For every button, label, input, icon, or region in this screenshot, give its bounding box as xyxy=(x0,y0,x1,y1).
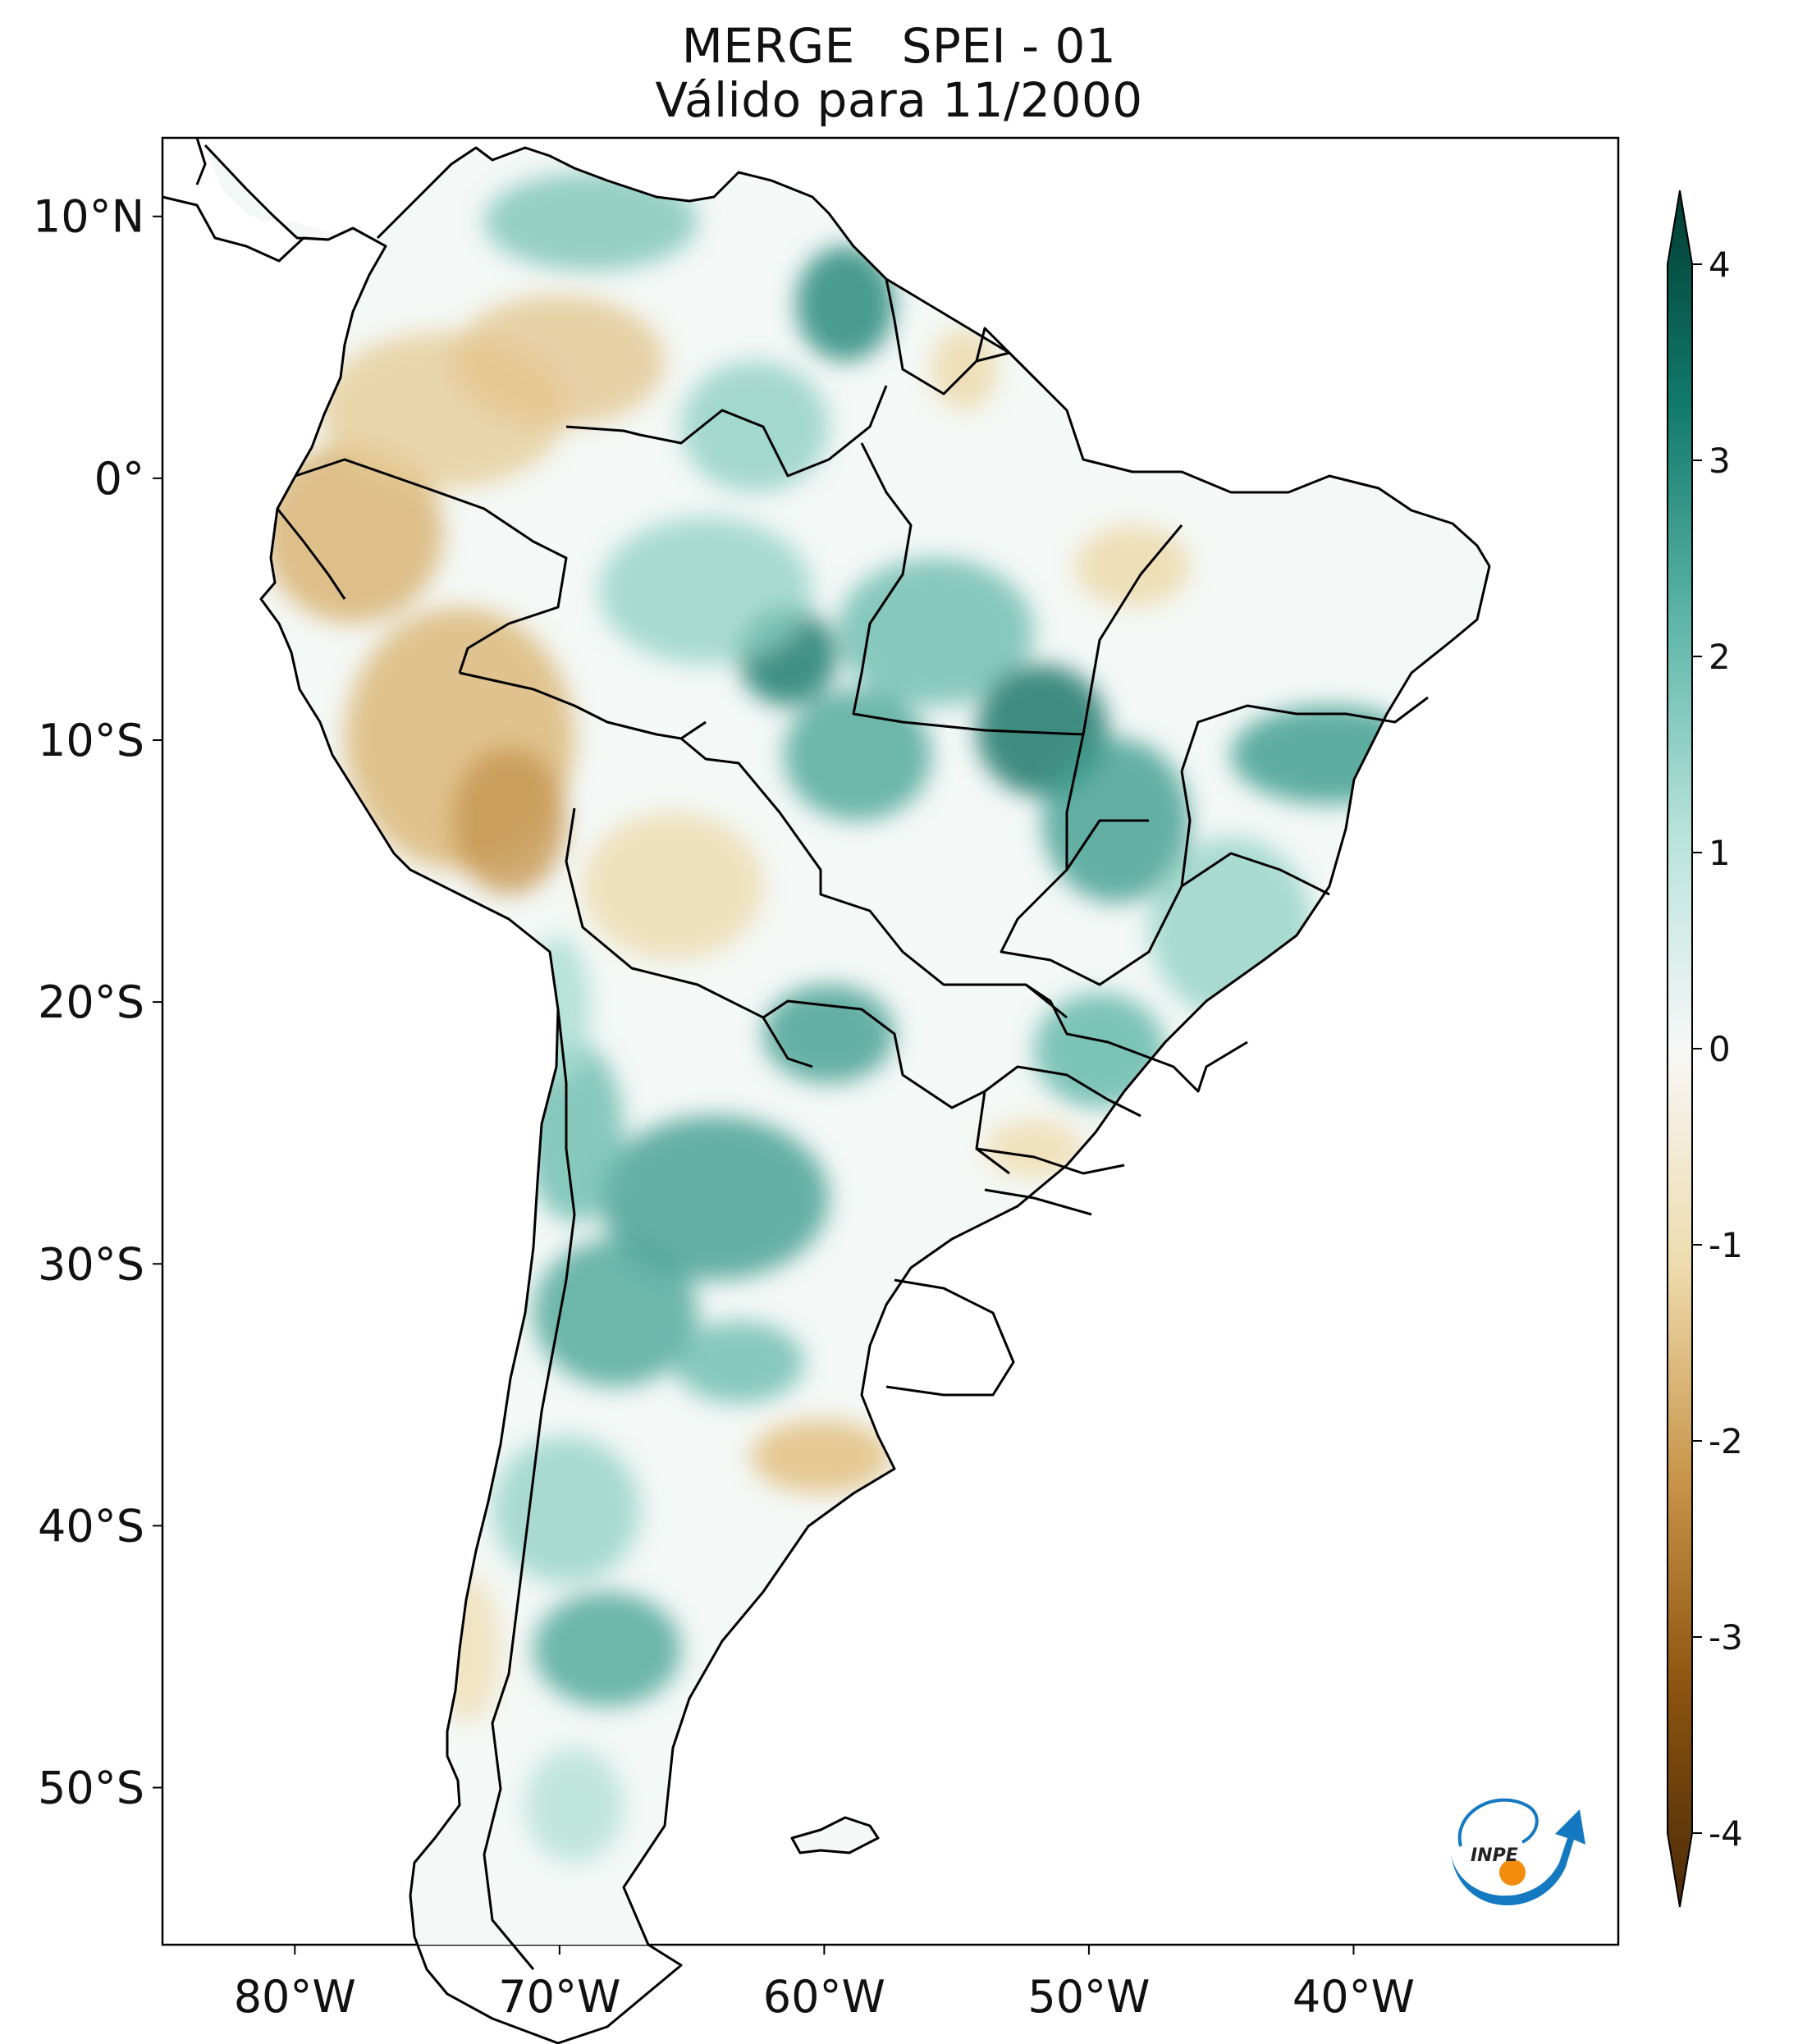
colorbar-tick-label: -4 xyxy=(1709,1813,1743,1854)
lon-axis: 80°W 70°W 60°W 50°W 40°W xyxy=(234,1945,1415,2023)
colorbar-gradient xyxy=(1667,190,1693,1908)
wet-patch xyxy=(533,1592,681,1707)
dry-patch xyxy=(263,443,443,624)
lon-tick-label: 60°W xyxy=(763,1971,885,2023)
dry-patch xyxy=(583,812,763,960)
wet-patch xyxy=(784,689,931,821)
lat-tick-label: 10°N xyxy=(33,191,144,243)
logo-orbit-icon xyxy=(1457,1798,1539,1847)
colorbar: 4 3 2 1 0 -1 -2 -3 -4 xyxy=(1667,190,1743,1908)
guyanas-border xyxy=(885,278,1044,396)
colorbar-tick-label: 1 xyxy=(1709,833,1731,873)
lat-tick-label: 40°S xyxy=(38,1500,144,1552)
brazil-state-borders xyxy=(852,442,1429,1216)
boundaries xyxy=(162,137,1491,2044)
lon-tick-label: 50°W xyxy=(1027,1971,1150,2023)
wet-patch xyxy=(492,1436,640,1584)
wet-patch xyxy=(837,558,1034,706)
lon-tick-label: 70°W xyxy=(498,1971,620,2023)
lat-tick-label: 30°S xyxy=(38,1238,144,1290)
paraguay-border xyxy=(762,999,1010,1175)
lon-tick-label: 80°W xyxy=(234,1971,356,2023)
lat-tick-label: 0° xyxy=(94,453,144,505)
colombia-peru-border xyxy=(295,458,568,674)
central-america-outline xyxy=(162,137,329,263)
wet-patch xyxy=(533,1239,698,1387)
wet-patch xyxy=(673,1321,804,1403)
wet-patch xyxy=(1034,993,1165,1108)
colorbar-tick-label: -2 xyxy=(1709,1421,1743,1461)
colorbar-tick-label: -3 xyxy=(1709,1617,1743,1658)
wet-patch xyxy=(525,1748,624,1863)
dry-patch xyxy=(451,747,566,894)
lat-tick-label: 10°S xyxy=(38,715,144,766)
lat-tick-label: 50°S xyxy=(38,1763,144,1814)
wet-patch xyxy=(681,361,829,492)
falklands-outline xyxy=(790,1816,880,1854)
venezuela-brazil-border xyxy=(565,385,888,478)
colorbar-ticks: 4 3 2 1 0 -1 -2 -3 -4 xyxy=(1692,245,1743,1854)
inpe-logo: INPE xyxy=(1451,1798,1585,1906)
figure-title: MERGE SPEI - 01 xyxy=(681,18,1117,74)
ecuador-border xyxy=(276,508,346,600)
wet-patch xyxy=(763,985,894,1083)
colorbar-tick-label: 3 xyxy=(1709,441,1731,481)
colorbar-tick-label: -1 xyxy=(1709,1225,1743,1265)
lat-axis: 10°N 0° 10°S 20°S 30°S 40°S 50°S xyxy=(33,191,162,1814)
wet-patch xyxy=(599,517,812,665)
bolivia-border xyxy=(565,807,813,1068)
dry-patch xyxy=(451,295,665,427)
wet-patch xyxy=(599,1116,829,1280)
logo-dot-icon xyxy=(1499,1859,1526,1886)
continent-outline xyxy=(204,144,1491,2044)
uruguay-border xyxy=(885,1278,1015,1397)
dry-patch xyxy=(985,1120,1083,1177)
logo-text: INPE xyxy=(1471,1845,1518,1866)
logo-arrow-icon xyxy=(1451,1809,1585,1906)
brazil-bolivia-border xyxy=(680,737,1068,1019)
wet-patch xyxy=(484,172,698,271)
argentina-chile-border xyxy=(483,1008,576,1970)
lat-tick-label: 20°S xyxy=(38,976,144,1028)
lon-tick-label: 40°W xyxy=(1292,1971,1415,2023)
dry-patch xyxy=(1075,525,1190,607)
colorbar-tick-label: 4 xyxy=(1709,245,1731,285)
wet-patch xyxy=(796,246,894,361)
colorbar-tick-label: 0 xyxy=(1709,1029,1731,1069)
figure-subtitle: Válido para 11/2000 xyxy=(655,72,1143,128)
dry-patch xyxy=(751,1420,890,1493)
colorbar-tick-label: 2 xyxy=(1709,637,1731,677)
